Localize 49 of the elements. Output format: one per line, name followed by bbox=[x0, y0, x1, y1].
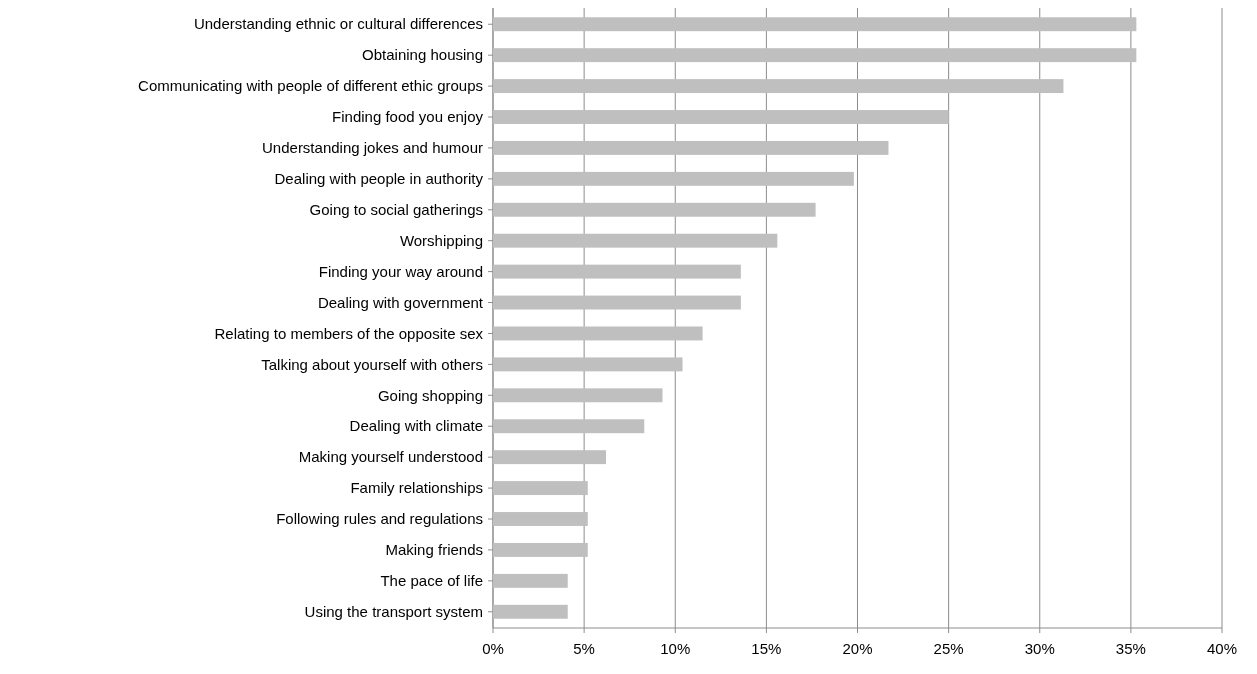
bar bbox=[493, 171, 854, 186]
bar bbox=[493, 79, 1064, 94]
bar bbox=[493, 233, 778, 248]
bar bbox=[493, 17, 1137, 32]
bar bbox=[493, 48, 1137, 63]
x-tick-label: 10% bbox=[660, 640, 691, 657]
bar bbox=[493, 140, 889, 155]
bar bbox=[493, 512, 588, 526]
y-tick-label: Going shopping bbox=[377, 386, 483, 404]
y-tick-label: Dealing with people in authority bbox=[274, 170, 484, 188]
y-tick-label: Going to social gatherings bbox=[309, 201, 483, 219]
bar bbox=[493, 295, 741, 310]
y-tick-label: Finding your way around bbox=[318, 262, 483, 280]
y-tick-label: Using the transport system bbox=[304, 603, 483, 621]
x-tick-label: 40% bbox=[1206, 640, 1238, 657]
y-tick-label: Understanding ethnic or cultural differences bbox=[193, 15, 483, 33]
bar bbox=[493, 388, 663, 403]
x-tick-label: 35% bbox=[1115, 640, 1146, 657]
y-tick-label: Talking about yourself with others bbox=[261, 355, 483, 373]
x-tick-label: 25% bbox=[933, 640, 964, 657]
bar bbox=[493, 264, 741, 279]
bar bbox=[493, 357, 683, 372]
y-tick-label: Making friends bbox=[385, 541, 483, 559]
y-tick-label: Dealing with government bbox=[317, 293, 484, 311]
bar bbox=[493, 419, 645, 434]
y-tick-label: The pace of life bbox=[380, 572, 483, 590]
y-tick-label: Obtaining housing bbox=[362, 46, 483, 64]
bar bbox=[493, 542, 588, 557]
y-tick-label: Relating to members of the opposite sex bbox=[214, 324, 484, 342]
bar bbox=[493, 110, 949, 124]
bar bbox=[493, 202, 816, 217]
y-tick-label: Following rules and regulations bbox=[276, 510, 483, 528]
x-tick-label: 30% bbox=[1024, 640, 1055, 657]
bar bbox=[493, 573, 568, 588]
bar bbox=[493, 326, 703, 341]
y-tick-label: Making yourself understood bbox=[298, 448, 483, 466]
y-tick-label: Worshipping bbox=[399, 231, 483, 249]
y-tick-label: Family relationships bbox=[350, 479, 483, 497]
y-tick-label: Communicating with people of different ethic groups bbox=[138, 77, 483, 95]
x-tick-label: 5% bbox=[573, 640, 595, 657]
y-tick-label: Finding food you enjoy bbox=[332, 108, 484, 126]
y-tick-label: Dealing with climate bbox=[349, 417, 483, 435]
x-tick-label: 20% bbox=[842, 640, 873, 657]
bar bbox=[493, 481, 588, 496]
bar bbox=[493, 450, 606, 465]
y-tick-label: Understanding jokes and humour bbox=[262, 139, 483, 157]
x-tick-label: 15% bbox=[751, 640, 782, 657]
bar bbox=[493, 604, 568, 619]
x-tick-label: 0% bbox=[482, 640, 504, 657]
